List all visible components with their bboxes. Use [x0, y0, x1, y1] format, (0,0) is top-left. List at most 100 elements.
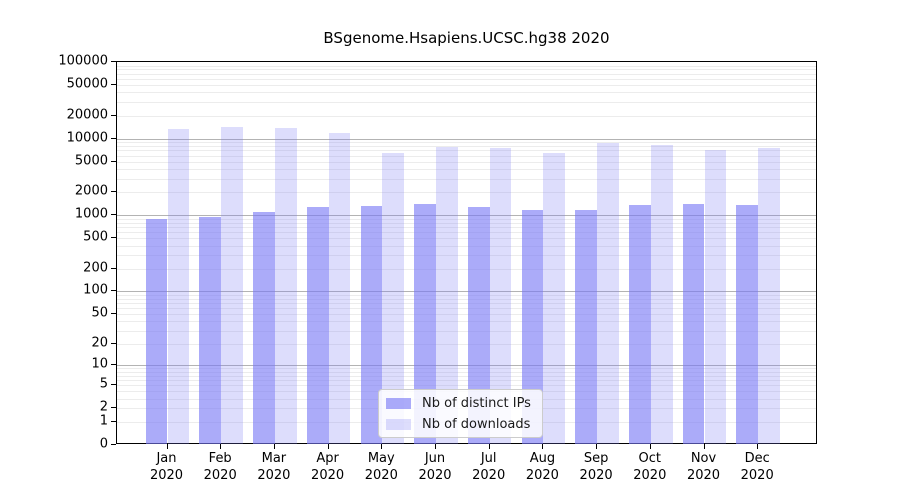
gridline-major	[116, 365, 816, 367]
gridline-major	[116, 138, 816, 140]
gridline-minor	[116, 155, 816, 157]
legend-label-downloads: Nb of downloads	[422, 416, 531, 432]
gridline-minor	[116, 150, 816, 152]
bar-ips-aug	[521, 210, 544, 444]
x-tick-label-sep: Sep 2020	[566, 450, 626, 484]
x-tick-year: 2020	[364, 468, 398, 483]
x-tick-mark	[220, 444, 222, 449]
y-tick-mark	[110, 407, 116, 409]
bar-ips-feb	[199, 216, 222, 444]
x-tick-year: 2020	[203, 468, 237, 483]
gridline-minor	[116, 169, 816, 171]
x-tick-year: 2020	[257, 468, 291, 483]
y-tick-mark	[110, 444, 116, 445]
gridline-minor	[116, 142, 816, 144]
y-tick-label: 100000	[58, 53, 108, 69]
gridline-minor	[116, 192, 816, 194]
gridline-minor	[116, 268, 816, 270]
bar-ips-jun	[414, 204, 436, 444]
x-tick-mark	[757, 444, 759, 449]
y-tick-mark	[110, 290, 116, 292]
gridline-minor	[116, 321, 816, 323]
x-tick-year: 2020	[633, 468, 667, 483]
gridline-minor	[116, 314, 816, 316]
y-tick-mark	[110, 160, 116, 162]
x-tick-year: 2020	[149, 468, 184, 483]
gridline-minor	[116, 92, 816, 94]
bar-downloads-may	[382, 152, 405, 444]
y-tick-label: 5000	[74, 153, 108, 169]
y-tick-mark	[110, 313, 116, 315]
y-tick-label: 200	[83, 260, 108, 276]
y-tick-label: 1000	[74, 206, 108, 222]
gridline-minor	[116, 375, 816, 377]
bar-downloads-jun	[436, 146, 458, 444]
y-tick-mark	[110, 84, 116, 86]
x-tick-mark	[703, 444, 705, 449]
bar-ips-jul	[467, 207, 490, 444]
legend-swatch-downloads-icon	[386, 418, 411, 430]
gridline-minor	[116, 245, 816, 247]
bar-ips-apr	[306, 207, 329, 444]
x-tick-mark	[649, 444, 651, 449]
x-tick-label-feb: Feb 2020	[190, 450, 250, 484]
bar-downloads-nov	[704, 150, 727, 444]
gridline-minor	[116, 303, 816, 305]
gridline-minor	[116, 255, 816, 257]
x-tick-mark	[435, 444, 436, 449]
x-tick-label-jul: Jul 2020	[459, 450, 519, 484]
x-tick-mark	[327, 444, 329, 449]
x-tick-mark	[596, 444, 598, 449]
chart-title: BSgenome.Hsapiens.UCSC.hg38 2020	[323, 29, 610, 47]
bar-ips-nov	[682, 204, 705, 444]
gridline-minor	[116, 73, 816, 75]
plot-area	[115, 61, 817, 444]
y-tick-label: 20000	[66, 107, 108, 123]
gridline-minor	[116, 368, 816, 370]
y-tick-label: 2000	[74, 183, 108, 199]
x-tick-label-may: May 2020	[351, 450, 411, 484]
bar-downloads-aug	[543, 152, 566, 444]
x-tick-label-apr: Apr 2020	[298, 450, 358, 484]
gridline-minor	[116, 298, 816, 300]
bar-downloads-mar	[274, 128, 297, 444]
legend-swatch-ips-icon	[386, 397, 411, 409]
gridline-minor	[116, 308, 816, 310]
y-tick-mark	[110, 191, 116, 193]
y-tick-mark	[110, 267, 116, 269]
gridline-minor	[116, 343, 816, 345]
y-tick-mark	[110, 214, 116, 216]
y-tick-label: 1	[99, 413, 108, 429]
gridline-major	[116, 215, 816, 217]
bar-downloads-jan	[167, 129, 190, 444]
y-tick-label: 2	[99, 399, 108, 415]
y-tick-mark	[110, 364, 116, 366]
y-tick-mark	[110, 342, 116, 344]
y-tick-label: 20	[91, 335, 108, 351]
x-tick-label-mar: Mar 2020	[244, 450, 304, 484]
y-tick-mark	[110, 384, 116, 386]
y-tick-label: 0	[99, 436, 108, 452]
legend-item-distinct-ips: Nb of distinct IPs	[386, 395, 534, 412]
x-tick-year: 2020	[740, 468, 774, 483]
y-tick-label: 50	[91, 305, 108, 321]
gridline-major	[116, 291, 816, 293]
y-tick-label: 5	[99, 376, 108, 392]
gridline-minor	[116, 115, 816, 117]
y-tick-label: 500	[83, 229, 108, 245]
y-tick-label: 10000	[66, 130, 108, 146]
y-tick-label: 10	[91, 356, 108, 372]
bar-ips-mar	[253, 212, 275, 444]
gridline-minor	[116, 371, 816, 373]
gridline-minor	[116, 218, 816, 220]
gridline-minor	[116, 227, 816, 229]
gridline-minor	[116, 65, 816, 67]
x-tick-mark	[166, 444, 168, 449]
x-tick-label-nov: Nov 2020	[674, 450, 734, 484]
bar-ips-may	[360, 206, 383, 444]
gridline-minor	[116, 385, 816, 387]
y-tick-mark	[110, 237, 116, 239]
gridline-minor	[116, 380, 816, 382]
x-tick-label-oct: Oct 2020	[620, 450, 680, 484]
